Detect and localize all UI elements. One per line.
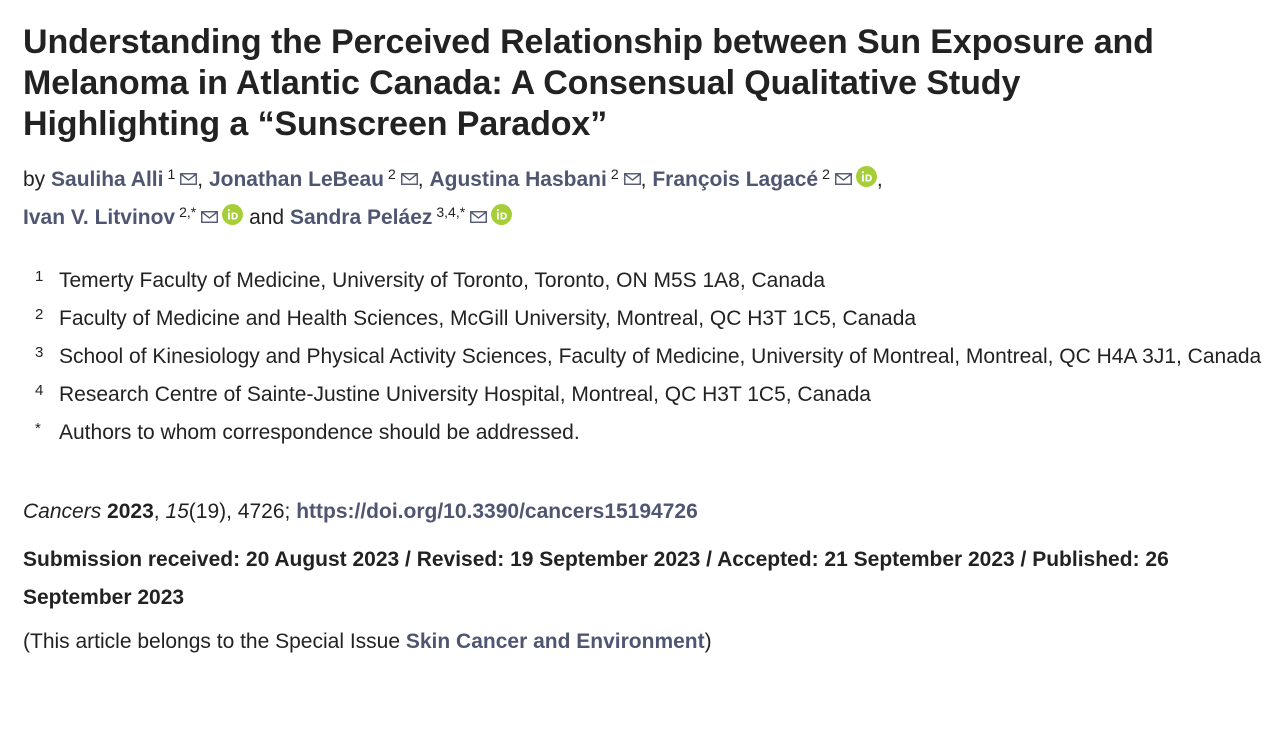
affiliation-item: 2 Faculty of Medicine and Health Science… (35, 300, 1277, 338)
orcid-icon[interactable] (855, 166, 877, 187)
affiliation-list: 1 Temerty Faculty of Medicine, Universit… (23, 262, 1273, 452)
affiliation-number: 3 (35, 344, 44, 361)
affiliation-text: Faculty of Medicine and Health Sciences,… (59, 307, 917, 330)
citation-year: 2023 (107, 500, 154, 523)
affiliation-item: 3 School of Kinesiology and Physical Act… (35, 338, 1277, 376)
mail-icon[interactable] (201, 211, 219, 223)
journal-name: Cancers (23, 500, 102, 523)
author-affiliation-sup: 2 (387, 166, 396, 182)
affiliation-item: 1 Temerty Faculty of Medicine, Universit… (35, 262, 1277, 300)
affiliation-number: 2 (35, 306, 44, 323)
author-link-alli[interactable]: Sauliha Alli (51, 168, 164, 191)
author-separator: , (417, 168, 424, 191)
affiliation-number: * (35, 420, 41, 437)
affiliation-text: Temerty Faculty of Medicine, University … (59, 269, 826, 292)
mail-icon[interactable] (623, 173, 641, 185)
article-title: Understanding the Perceived Relationship… (23, 22, 1273, 145)
author-list: by Sauliha Alli 1, Jonathan LeBeau 2, Agus… (23, 158, 1273, 234)
author-line-2: Ivan V. Litvinov 2,* and Sandra Peláez 3,4… (23, 196, 1273, 234)
affiliation-item: * Authors to whom correspondence should … (35, 414, 1277, 452)
author-affiliation-sup: 1 (167, 166, 176, 182)
affiliation-number: 1 (35, 268, 44, 285)
note-suffix: ) (704, 630, 712, 653)
author-line-1: by Sauliha Alli 1, Jonathan LeBeau 2, Agus… (23, 158, 1273, 196)
mail-icon[interactable] (180, 173, 198, 185)
citation: Cancers 2023, 15(19), 4726; https://doi.… (23, 500, 698, 523)
note-prefix: (This article belongs to the Special Iss… (23, 630, 406, 653)
special-issue-link[interactable]: Skin Cancer and Environment (405, 630, 705, 653)
affiliation-item: 4 Research Centre of Sainte-Justine Univ… (35, 376, 1277, 414)
author-link-lagace[interactable]: François Lagacé (652, 168, 819, 191)
mail-icon[interactable] (470, 211, 488, 223)
author-separator: , (197, 168, 204, 191)
author-link-lebeau[interactable]: Jonathan LeBeau (208, 168, 384, 191)
orcid-icon[interactable] (491, 204, 513, 225)
author-affiliation-sup: 2,* (179, 204, 197, 220)
affiliation-text: Research Centre of Sainte-Justine Univer… (59, 383, 871, 406)
special-issue-note: (This article belongs to the Special Iss… (23, 627, 1273, 657)
author-separator: , (876, 168, 883, 191)
author-affiliation-sup: 2 (822, 166, 830, 182)
author-link-hasbani[interactable]: Agustina Hasbani (429, 168, 607, 191)
author-link-litvinov[interactable]: Ivan V. Litvinov (23, 206, 176, 229)
mail-icon[interactable] (400, 173, 418, 185)
affiliation-text: Authors to whom correspondence should be… (59, 421, 580, 444)
author-affiliation-sup: 3,4,* (436, 204, 466, 220)
doi-link[interactable]: https://doi.org/10.3390/cancers15194726 (296, 500, 698, 523)
author-affiliation-sup: 2 (610, 166, 619, 182)
citation-volume: 15 (165, 500, 189, 523)
and-label: and (249, 206, 285, 229)
title-line-1: Understanding the Perceived Relationship… (23, 23, 1154, 61)
affiliation-text: School of Kinesiology and Physical Activ… (59, 345, 1262, 368)
article-header: Understanding the Perceived Relationship… (23, 22, 1273, 657)
title-line-3: Highlighting a “Sunscreen Paradox” (23, 105, 608, 143)
affiliation-number: 4 (35, 382, 44, 399)
orcid-icon[interactable] (222, 204, 244, 225)
mail-icon[interactable] (834, 173, 852, 185)
publication-dates: Submission received: 20 August 2023 / Re… (23, 548, 1169, 609)
citation-issue: (19), 4726; (188, 500, 297, 523)
author-link-pelaez[interactable]: Sandra Peláez (289, 206, 433, 229)
title-line-2: Melanoma in Atlantic Canada: A Consensua… (23, 64, 1021, 102)
author-separator: , (640, 168, 647, 191)
by-label: by (23, 168, 46, 191)
